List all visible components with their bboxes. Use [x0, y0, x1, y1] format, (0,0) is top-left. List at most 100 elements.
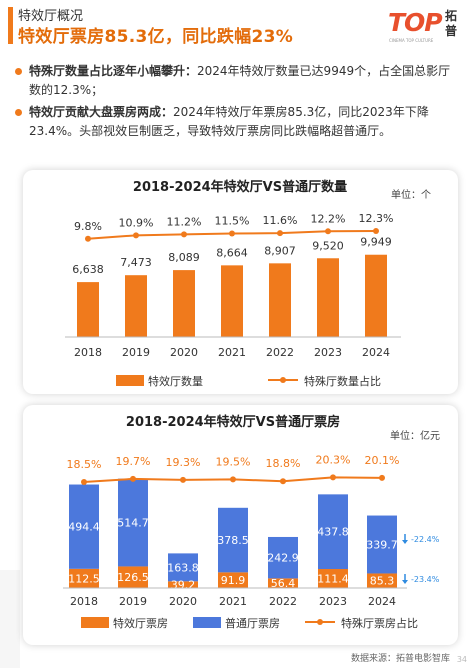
line-label: 20.3%: [316, 453, 351, 466]
bar-label-special: 91.9: [221, 574, 246, 587]
bar-special-2023: [318, 569, 348, 588]
line-label: 10.9%: [119, 216, 154, 229]
bar-count-2021: [221, 265, 243, 337]
legend-swatch-bar: [116, 375, 144, 386]
change-annotation: -23.4%: [411, 575, 440, 584]
x-tick-label: 2018: [74, 346, 102, 359]
line-label: 20.1%: [365, 454, 400, 467]
bar-special-2019: [118, 566, 148, 588]
bar-count-2023: [317, 258, 339, 337]
line-point: [85, 235, 91, 242]
legend-label: 特殊厅数量占比: [304, 374, 381, 388]
legend-swatch-normal: [193, 617, 221, 628]
bar-label: 9,949: [360, 236, 392, 249]
bar-label-special: 56.4: [271, 577, 296, 590]
unit-label: 单位：亿元: [390, 429, 440, 442]
line-label: 11.6%: [263, 214, 298, 227]
bullet-heading: 特效厅贡献大盘票房两成：: [29, 105, 174, 119]
x-tick-label: 2018: [70, 595, 98, 608]
line-label: 9.8%: [74, 220, 102, 233]
bar-label-normal: 242.9: [267, 552, 299, 565]
page-title: 特效厅票房85.3亿，同比跌幅23%: [18, 27, 294, 47]
bar-normal-2022: [268, 536, 298, 579]
bullet-body: 2024年特效厅数量已达9949个，占全国总影厅数的12.3%；: [29, 64, 451, 97]
chart-title: 2018-2024年特效厅VS普通厅票房: [126, 414, 340, 430]
legend-swatch-special: [81, 617, 109, 628]
line-label: 18.8%: [266, 457, 301, 470]
bullet-dot-icon: [15, 109, 22, 116]
bar-label-normal: 378.5: [217, 534, 249, 547]
x-tick-label: 2023: [319, 595, 347, 608]
bar-normal-2020: [168, 553, 198, 582]
bar-normal-2019: [118, 478, 148, 567]
x-tick-label: 2019: [119, 595, 147, 608]
legend-label: 特效厅票房: [113, 616, 168, 630]
logo-subtext: CINEMA TOP CULTURE: [389, 38, 434, 43]
line-label: 12.3%: [359, 212, 394, 225]
x-tick-label: 2020: [169, 595, 197, 608]
line-label: 18.5%: [67, 458, 102, 471]
line-point: [379, 474, 385, 481]
line-label: 19.7%: [116, 455, 151, 468]
bar-special-2022: [268, 578, 298, 588]
line-label: 19.3%: [166, 456, 201, 469]
bar-normal-2021: [218, 507, 248, 573]
bar-label-normal: 437.8: [317, 526, 349, 539]
bullet-list: 特殊厅数量占比逐年小幅攀升：2024年特效厅数量已达9949个，占全国总影厅数的…: [15, 62, 455, 144]
bullet-item: 特效厅贡献大盘票房两成：2024年特效厅年票房85.3亿，同比2023年下降23…: [15, 103, 455, 141]
down-arrow-icon: [402, 540, 408, 544]
logo-chinese: 拓普: [445, 9, 458, 38]
x-tick-label: 2021: [219, 595, 247, 608]
bar-count-2020: [173, 270, 195, 337]
x-tick-label: 2021: [218, 346, 246, 359]
down-arrow-icon: [402, 580, 408, 584]
chart-title: 2018-2024年特效厅VS普通厅数量: [133, 179, 347, 195]
legend-swatch-point: [280, 377, 286, 383]
page-number: 34: [456, 655, 467, 664]
x-tick-label: 2024: [368, 595, 396, 608]
bar-count-2018: [77, 282, 99, 337]
side-stripe: [0, 570, 20, 668]
bar-normal-2018: [69, 484, 99, 569]
x-tick-label: 2023: [314, 346, 342, 359]
bar-label: 8,907: [264, 244, 296, 257]
x-tick-label: 2020: [170, 346, 198, 359]
bar-normal-2024: [367, 515, 397, 574]
bar-label: 9,520: [312, 239, 344, 252]
legend-label: 普通厅票房: [225, 616, 280, 630]
line-point: [229, 230, 235, 237]
bar-label-normal: 339.7: [366, 538, 398, 551]
bullet-item: 特殊厅数量占比逐年小幅攀升：2024年特效厅数量已达9949个，占全国总影厅数的…: [15, 62, 455, 100]
x-tick-label: 2024: [362, 346, 390, 359]
bar-label-normal: 514.7: [117, 517, 149, 530]
bar-label: 8,664: [216, 246, 248, 259]
bullet-heading: 特殊厅数量占比逐年小幅攀升：: [29, 64, 198, 78]
legend-label: 特效厅数量: [148, 374, 203, 388]
line-label: 11.5%: [215, 214, 250, 227]
change-annotation: -22.4%: [411, 535, 440, 544]
brand-logo: TOP CINEMA TOP CULTURE 拓普: [388, 8, 468, 48]
bar-special-2021: [218, 572, 248, 588]
source-note: 数据来源：拓普电影智库: [350, 654, 450, 664]
line-point: [133, 232, 139, 239]
x-tick-label: 2022: [269, 595, 297, 608]
bar-label: 7,473: [120, 256, 152, 269]
header-accent-bar: [8, 7, 13, 44]
bar-count-2022: [269, 263, 291, 337]
bar-count-2019: [125, 275, 147, 337]
legend-label: 特殊厅票房占比: [341, 616, 418, 630]
line-point: [280, 478, 286, 485]
line-point: [325, 228, 331, 235]
bar-label-special: 85.3: [370, 575, 395, 588]
line-point: [81, 479, 87, 485]
bar-label-special: 39.2: [171, 579, 196, 592]
line-point: [230, 476, 236, 483]
bar-label-normal: 494.4: [68, 521, 100, 534]
line-point: [181, 231, 187, 238]
bar-label: 6,638: [72, 263, 104, 276]
bar-special-2020: [168, 581, 198, 588]
line-point: [277, 230, 283, 237]
unit-label: 单位：个: [391, 188, 431, 201]
